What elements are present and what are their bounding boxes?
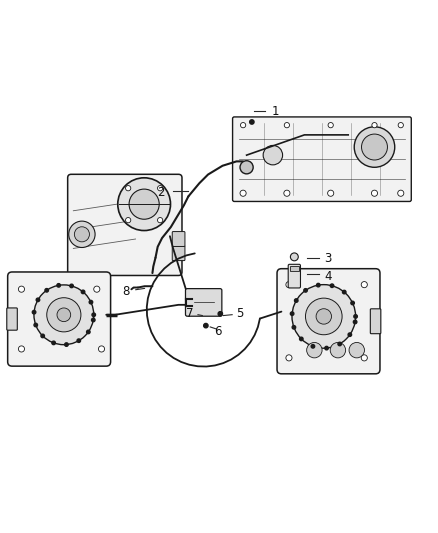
Circle shape — [126, 217, 131, 223]
Bar — [290, 265, 299, 271]
Circle shape — [348, 333, 352, 336]
Circle shape — [307, 342, 322, 358]
Circle shape — [36, 298, 40, 302]
Circle shape — [290, 253, 298, 261]
Circle shape — [325, 346, 328, 350]
Circle shape — [353, 320, 357, 324]
Circle shape — [351, 301, 354, 305]
Circle shape — [371, 190, 378, 196]
Circle shape — [398, 190, 404, 196]
Circle shape — [316, 309, 332, 324]
Circle shape — [70, 284, 73, 288]
Circle shape — [52, 341, 55, 345]
Circle shape — [263, 146, 283, 165]
Circle shape — [240, 190, 246, 196]
Circle shape — [292, 285, 356, 348]
Circle shape — [354, 314, 357, 318]
Circle shape — [81, 290, 85, 294]
Circle shape — [87, 330, 90, 334]
Circle shape — [286, 355, 292, 361]
FancyBboxPatch shape — [172, 246, 185, 261]
Circle shape — [74, 227, 89, 242]
Circle shape — [330, 284, 334, 287]
Text: 5: 5 — [237, 308, 244, 320]
Circle shape — [41, 334, 44, 338]
Text: 3: 3 — [324, 252, 332, 265]
Circle shape — [129, 189, 159, 219]
Circle shape — [354, 127, 395, 167]
Circle shape — [250, 120, 254, 124]
Circle shape — [292, 326, 296, 329]
FancyBboxPatch shape — [8, 272, 110, 366]
Circle shape — [92, 318, 95, 322]
Circle shape — [158, 217, 163, 223]
Circle shape — [372, 123, 377, 128]
Circle shape — [57, 284, 60, 287]
Circle shape — [305, 298, 342, 335]
Circle shape — [240, 123, 246, 128]
Circle shape — [343, 290, 346, 294]
Circle shape — [89, 301, 93, 304]
Circle shape — [94, 286, 100, 292]
Circle shape — [361, 134, 388, 160]
Text: 2: 2 — [157, 185, 164, 198]
FancyBboxPatch shape — [277, 269, 380, 374]
FancyBboxPatch shape — [7, 308, 18, 330]
Circle shape — [361, 355, 367, 361]
Circle shape — [330, 342, 346, 358]
Circle shape — [47, 298, 81, 332]
Circle shape — [218, 312, 223, 316]
Circle shape — [361, 281, 367, 288]
Circle shape — [328, 123, 333, 128]
Circle shape — [290, 312, 294, 316]
Text: 8: 8 — [122, 285, 130, 297]
FancyBboxPatch shape — [186, 288, 222, 316]
Circle shape — [92, 313, 95, 317]
Text: 7: 7 — [186, 308, 194, 320]
FancyBboxPatch shape — [288, 264, 300, 288]
FancyBboxPatch shape — [67, 174, 182, 276]
Circle shape — [34, 285, 94, 345]
Circle shape — [69, 221, 95, 247]
Circle shape — [57, 308, 71, 321]
Circle shape — [349, 342, 364, 358]
FancyBboxPatch shape — [370, 309, 381, 334]
Circle shape — [204, 324, 208, 328]
Circle shape — [284, 123, 290, 128]
Circle shape — [65, 343, 68, 346]
Circle shape — [18, 346, 25, 352]
Circle shape — [118, 178, 170, 231]
Text: 1: 1 — [272, 104, 279, 117]
Circle shape — [77, 339, 81, 342]
FancyBboxPatch shape — [233, 117, 411, 201]
Text: 6: 6 — [214, 325, 221, 338]
Circle shape — [99, 346, 105, 352]
Circle shape — [328, 190, 334, 196]
Circle shape — [158, 185, 163, 191]
Circle shape — [294, 299, 298, 302]
Circle shape — [338, 342, 342, 346]
Circle shape — [311, 344, 314, 348]
Text: 4: 4 — [324, 270, 332, 282]
Circle shape — [300, 337, 303, 341]
Circle shape — [126, 185, 131, 191]
Circle shape — [34, 323, 38, 327]
Circle shape — [286, 281, 292, 288]
Circle shape — [240, 161, 253, 174]
Circle shape — [284, 190, 290, 196]
FancyBboxPatch shape — [172, 231, 185, 246]
Circle shape — [18, 286, 25, 292]
Circle shape — [398, 123, 403, 128]
Circle shape — [45, 288, 49, 292]
Circle shape — [317, 284, 320, 287]
Circle shape — [32, 310, 36, 314]
Circle shape — [304, 289, 307, 292]
